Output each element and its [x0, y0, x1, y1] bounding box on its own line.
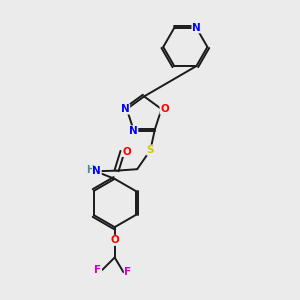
Text: O: O	[122, 146, 131, 157]
Text: O: O	[160, 104, 169, 114]
Text: N: N	[92, 166, 101, 176]
Text: H: H	[86, 165, 94, 175]
Text: O: O	[110, 236, 119, 245]
Text: N: N	[192, 23, 201, 33]
Text: N: N	[121, 104, 130, 114]
Text: N: N	[129, 126, 138, 136]
Text: F: F	[94, 265, 101, 275]
Text: S: S	[147, 145, 154, 155]
Text: F: F	[124, 267, 131, 277]
